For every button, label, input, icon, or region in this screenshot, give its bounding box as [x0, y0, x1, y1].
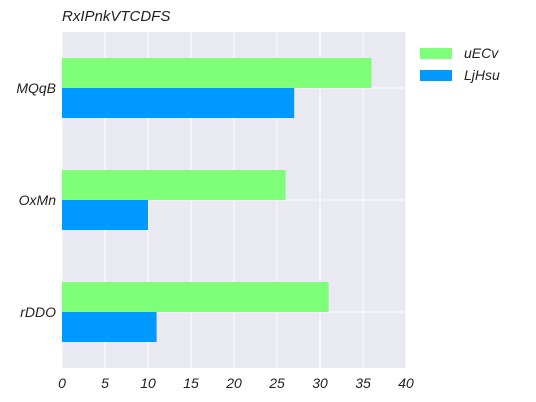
x-tick-label: 30 [312, 375, 328, 391]
legend: uECv LjHsu [420, 42, 500, 86]
legend-item-1: LjHsu [420, 64, 500, 86]
bars [62, 58, 372, 342]
legend-swatch-0 [420, 47, 452, 59]
x-tick-label: 15 [183, 375, 199, 391]
legend-label-1: LjHsu [464, 67, 500, 83]
y-tick-label: MQqB [16, 80, 56, 96]
y-tick-label: rDDO [20, 304, 56, 320]
bar-LjHsu-OxMn [62, 200, 148, 230]
y-tick-label: OxMn [19, 192, 57, 208]
x-tick-label: 20 [225, 375, 242, 391]
x-tick-label: 0 [58, 375, 66, 391]
x-tick-label: 35 [355, 375, 371, 391]
bar-uECv-OxMn [62, 170, 286, 200]
bar-LjHsu-rDDO [62, 312, 157, 342]
x-tick-label: 25 [268, 375, 285, 391]
bar-uECv-MQqB [62, 58, 372, 88]
x-tick-label: 5 [101, 375, 109, 391]
legend-item-0: uECv [420, 42, 500, 64]
legend-swatch-1 [420, 69, 452, 81]
chart-title: RxIPnkVTCDFS [62, 8, 171, 25]
bar-uECv-rDDO [62, 282, 329, 312]
x-tick-label: 40 [398, 375, 414, 391]
tick-labels: 0 5 10 15 20 25 30 35 40 MQqB OxMn rDDO [16, 80, 414, 391]
x-tick-label: 10 [140, 375, 156, 391]
bar-LjHsu-MQqB [62, 88, 295, 118]
legend-label-0: uECv [464, 45, 499, 61]
